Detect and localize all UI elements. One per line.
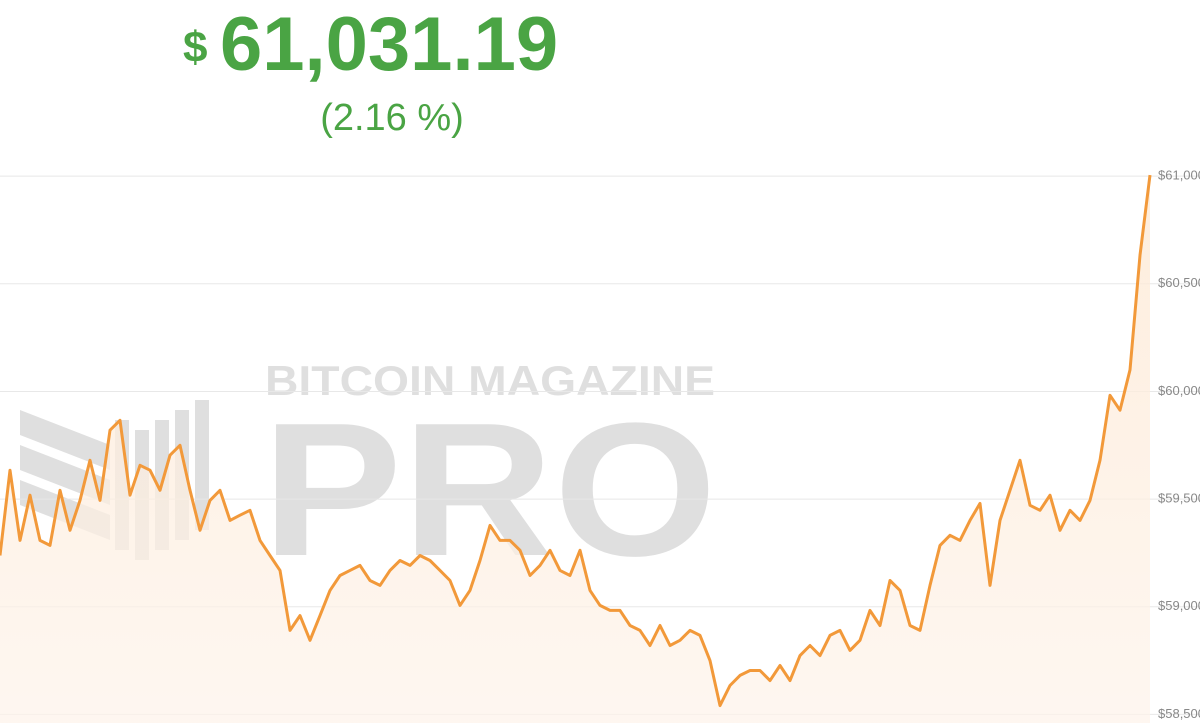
y-tick-label: $59,500 (1158, 491, 1200, 506)
y-tick-label: $59,000 (1158, 598, 1200, 613)
y-axis: $58,500 $59,000 $59,500 $60,000 $60,500 $61,0… (1158, 168, 1200, 721)
y-tick-label: $60,000 (1158, 383, 1200, 398)
plot (0, 174, 1152, 723)
line (0, 174, 1152, 708)
price: 61,031.19 (220, 2, 558, 87)
y-tick-label: $60,500 (1158, 275, 1200, 290)
price-symbol: $ (183, 23, 207, 72)
watermark-text: BITCOIN MAGAZINE (265, 357, 715, 404)
price-change: (2.16 %) (320, 97, 464, 139)
y-tick-label: $58,500 (1158, 706, 1200, 721)
area (0, 175, 1150, 723)
y-tick-label: $61,000 (1158, 168, 1200, 183)
